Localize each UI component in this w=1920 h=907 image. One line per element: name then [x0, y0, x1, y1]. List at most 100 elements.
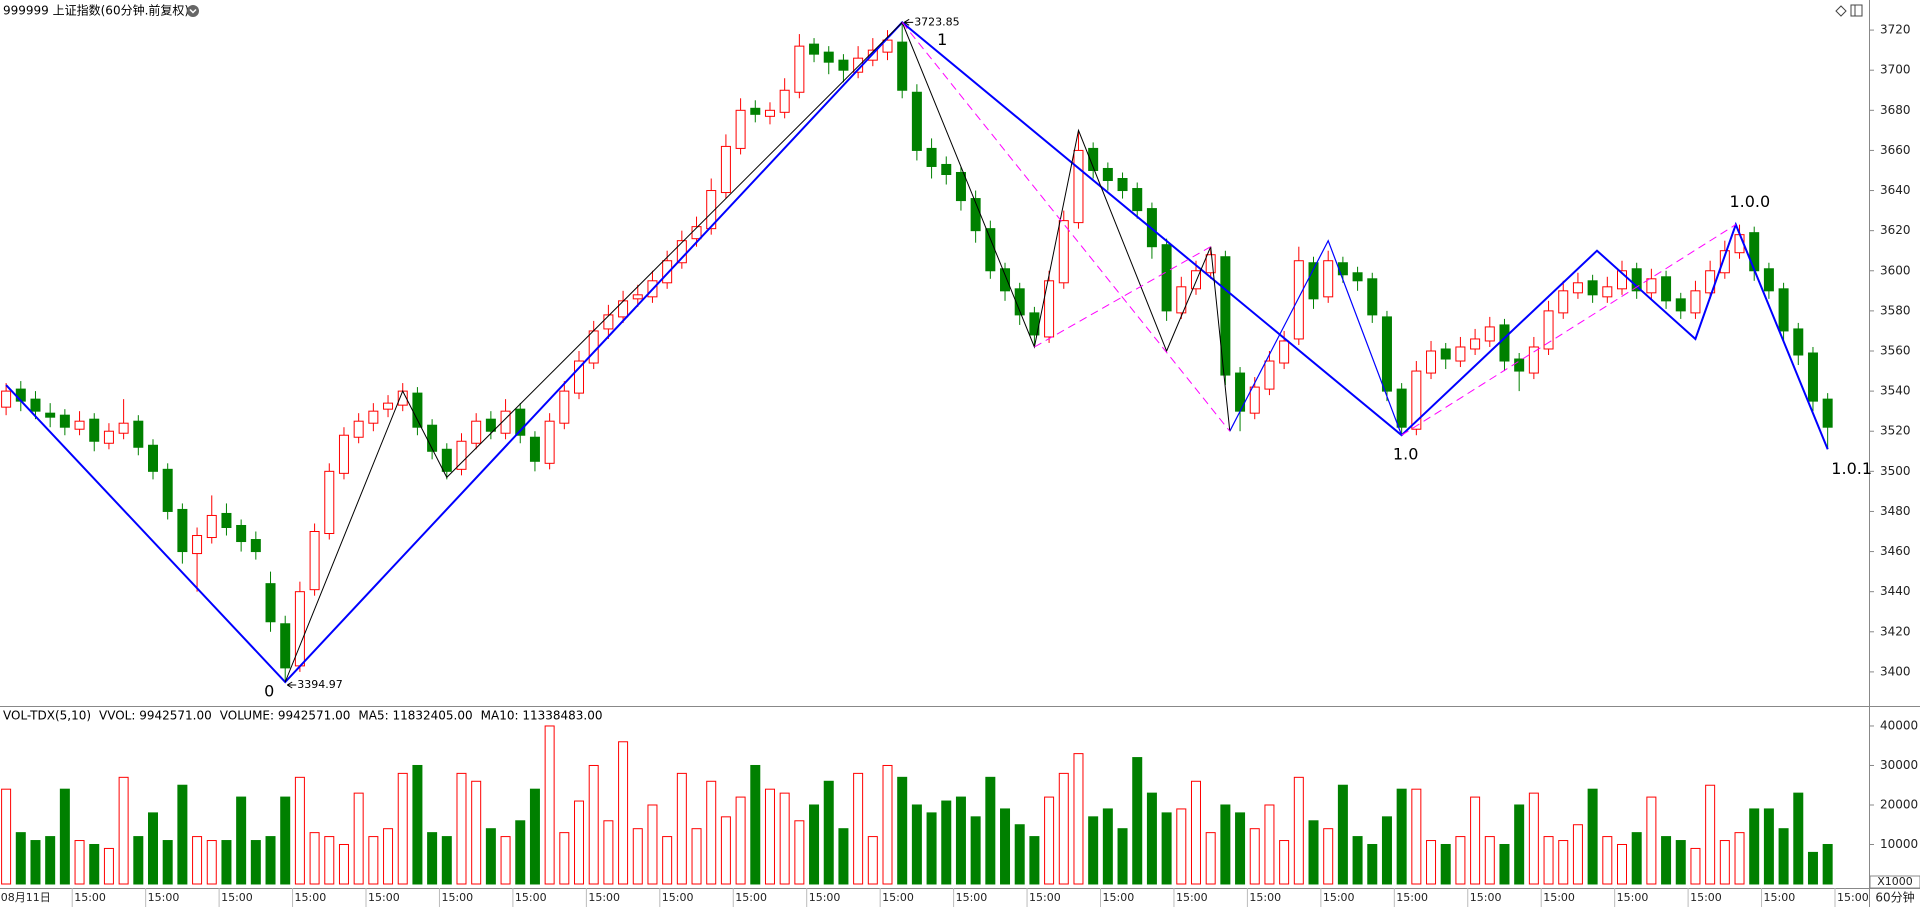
volume-bar — [1088, 816, 1099, 885]
legend-entry: MA5: 11832405.00 — [358, 709, 472, 723]
volume-bar — [574, 800, 585, 885]
volume-bar — [867, 836, 878, 885]
x-tick-label: 15:00 — [515, 891, 547, 904]
menu-circle[interactable] — [187, 5, 199, 17]
candle-body — [383, 402, 394, 410]
candle-body — [897, 41, 908, 91]
y-tick-label: 20000 — [1880, 797, 1918, 811]
candle-body — [559, 390, 570, 424]
volume-bar — [779, 792, 790, 885]
volume-bar — [897, 776, 908, 885]
diamond-icon[interactable] — [1835, 5, 1847, 17]
candle-body — [1073, 149, 1084, 224]
volume-bar — [618, 741, 629, 885]
volume-bar — [603, 820, 614, 885]
candle-body — [133, 420, 144, 448]
candle-body — [955, 171, 966, 202]
candle-body — [1058, 220, 1069, 284]
price-annotation: 3723.85 — [914, 15, 960, 28]
candle-body — [1132, 188, 1143, 212]
volume-bar — [1205, 832, 1216, 885]
candles — [1, 22, 1833, 682]
volume-bar — [456, 772, 467, 885]
volume-bar — [1661, 836, 1672, 885]
candle-body — [632, 294, 643, 300]
title-menu-icon[interactable] — [187, 5, 199, 17]
candle-body — [926, 147, 937, 167]
candle-body — [1, 390, 12, 408]
volume-bar — [353, 792, 364, 885]
x-tick-label: 15:00 — [1470, 891, 1502, 904]
price-arrow — [903, 18, 914, 26]
price-annotation: 3394.97 — [297, 678, 343, 691]
y-tick-label: 3460 — [1880, 544, 1911, 558]
candle-body — [662, 260, 673, 284]
volume-bar — [1426, 840, 1437, 885]
candle-body — [456, 440, 467, 470]
unit-label: X1000 — [1877, 875, 1913, 888]
candle-body — [823, 51, 834, 63]
candle-body — [1014, 288, 1025, 316]
candle-body — [368, 410, 379, 424]
y-tick-label: 3580 — [1880, 303, 1911, 317]
candle-body — [1117, 178, 1128, 192]
candle-body — [750, 107, 761, 115]
x-tick-label: 15:00 — [1764, 891, 1796, 904]
volume-bar — [853, 772, 864, 885]
candle-body — [324, 470, 335, 535]
x-tick-label: 15:00 — [148, 891, 180, 904]
volume-bar — [529, 788, 540, 885]
y-tick-label: 3520 — [1880, 424, 1911, 438]
volume-bar — [1323, 828, 1334, 885]
volume-bar — [1264, 804, 1275, 885]
y-tick-label: 3540 — [1880, 384, 1911, 398]
pivot-label: 1.0 — [1393, 445, 1418, 464]
volume-bar — [750, 764, 761, 885]
volume-bar — [1381, 816, 1392, 885]
x-tick-label: 15:00 — [809, 891, 841, 904]
candle-body — [162, 468, 173, 512]
unit-box — [1869, 875, 1920, 889]
candle-body — [1661, 276, 1672, 302]
x-tick-label: 15:00 — [1690, 891, 1722, 904]
candle-body — [720, 145, 731, 194]
candle-body — [206, 514, 217, 539]
volume-bar — [177, 784, 188, 885]
candle-body — [764, 109, 775, 117]
y-tick-label: 3560 — [1880, 343, 1911, 357]
volume-bar — [970, 816, 981, 885]
candle-body — [221, 512, 232, 528]
candle-body — [1572, 282, 1583, 294]
volume-bar — [441, 836, 452, 885]
volume-bar — [1807, 851, 1818, 885]
volume-bar — [118, 776, 129, 885]
zigzag-line — [1401, 224, 1737, 436]
candle-body — [427, 424, 438, 452]
candle-body — [1763, 268, 1774, 292]
volume-bar — [1293, 776, 1304, 885]
candle-body — [1044, 280, 1055, 338]
volume-bar — [1822, 843, 1833, 885]
volume-bar — [1029, 836, 1040, 885]
volume-bar — [955, 796, 966, 885]
candle-body — [1617, 270, 1627, 290]
candle-body — [882, 39, 893, 53]
candle-body — [265, 583, 276, 623]
volume-bar — [1308, 820, 1319, 885]
y-tick-label: 3660 — [1880, 143, 1911, 157]
candle-body — [1514, 358, 1525, 372]
volume-bar — [1411, 788, 1422, 885]
panel-icon[interactable] — [1850, 4, 1863, 17]
volume-bar — [148, 812, 158, 885]
volume-bar — [1176, 808, 1187, 885]
candle-body — [1528, 346, 1539, 374]
volume-bar — [1117, 828, 1128, 885]
volume-bar — [221, 840, 232, 885]
candle-body — [309, 531, 320, 591]
price-arrow — [286, 681, 297, 689]
candle-body — [1793, 328, 1804, 356]
candle-body — [809, 43, 820, 55]
x-tick-label: 15:00 — [1543, 891, 1575, 904]
volume-bar — [1587, 788, 1598, 885]
menu-chevron[interactable] — [189, 8, 197, 14]
